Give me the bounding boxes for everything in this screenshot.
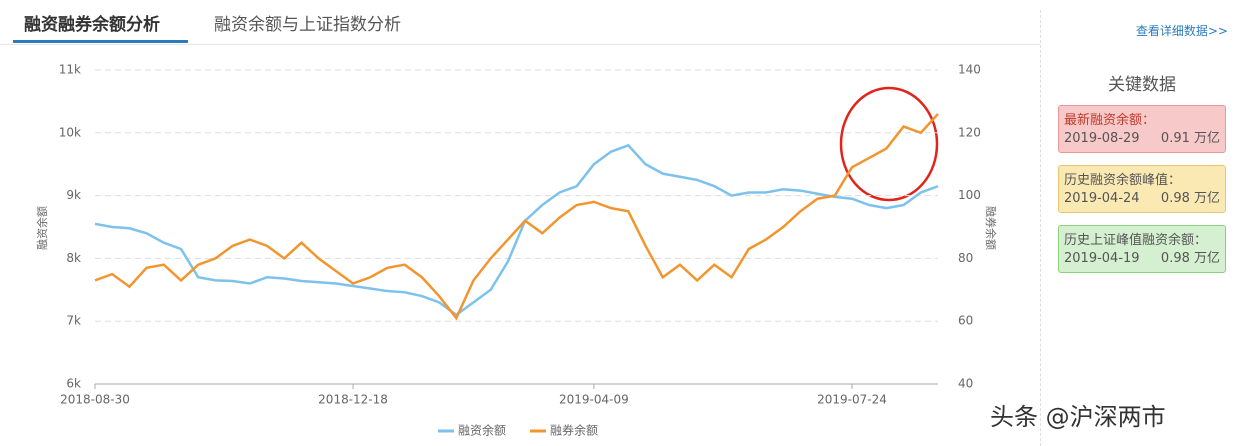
y2-tick-label: 100 <box>958 188 981 202</box>
panel-title: 关键数据 <box>1108 75 1176 95</box>
detail-link[interactable]: 查看详细数据>> <box>1135 24 1228 38</box>
key-data-item: 历史融资余额峰值： 2019-04-24 0.98 万亿 <box>1058 165 1226 213</box>
line-series <box>94 113 939 321</box>
legend-label: 融券余额 <box>550 423 598 438</box>
y-axis-label: 融资余额 <box>35 206 49 250</box>
item-date: 2019-04-19 <box>1064 251 1140 266</box>
tab[interactable]: 融资余额与上证指数分析 <box>214 15 401 35</box>
chart: 融资余额 融券余额 6k 7k 8k 9k 10k 11k 40 60 80 100 120 140 2… <box>35 63 998 438</box>
watermark: 头条 @沪深两市 <box>990 403 1166 431</box>
x-tick-label: 2019-07-24 <box>817 393 887 407</box>
item-label: 历史上证峰值融资余额： <box>1064 233 1208 248</box>
y2-tick-label: 120 <box>958 125 981 139</box>
y-tick-label: 7k <box>66 314 81 328</box>
highlight-circle <box>839 86 939 202</box>
line-series <box>94 143 939 317</box>
y-tick-label: 10k <box>59 125 81 139</box>
tab-divider <box>0 44 1040 45</box>
x-tick-label: 2018-08-30 <box>60 393 130 407</box>
y2-tick-label: 60 <box>958 314 973 328</box>
y2-tick-label: 40 <box>958 377 973 391</box>
y2-tick-label: 140 <box>958 63 981 77</box>
y-tick-label: 8k <box>66 251 81 265</box>
item-date: 2019-08-29 <box>1064 131 1140 146</box>
item-label: 历史融资余额峰值： <box>1064 173 1182 188</box>
item-value: 0.91 万亿 <box>1160 131 1220 146</box>
x-tick-label: 2018-12-18 <box>318 393 388 407</box>
key-data-item: 最新融资余额： 2019-08-29 0.91 万亿 <box>1058 105 1226 153</box>
tab-underline <box>13 40 188 43</box>
item-date: 2019-04-24 <box>1064 191 1140 206</box>
item-value: 0.98 万亿 <box>1160 191 1220 206</box>
separator <box>1040 10 1041 446</box>
legend-label: 融资余额 <box>458 423 506 438</box>
y-tick-label: 6k <box>66 377 81 391</box>
y2-tick-label: 80 <box>958 251 973 265</box>
y-tick-label: 9k <box>66 188 81 202</box>
x-tick-label: 2019-04-09 <box>559 393 629 407</box>
tab-active[interactable]: 融资融券余额分析 <box>24 15 160 35</box>
key-data-item: 历史上证峰值融资余额： 2019-04-19 0.98 万亿 <box>1058 225 1226 273</box>
item-value: 0.98 万亿 <box>1160 251 1220 266</box>
y2-axis-label: 融券余额 <box>984 206 998 250</box>
item-label: 最新融资余额： <box>1064 113 1156 128</box>
y-tick-label: 11k <box>59 63 81 77</box>
